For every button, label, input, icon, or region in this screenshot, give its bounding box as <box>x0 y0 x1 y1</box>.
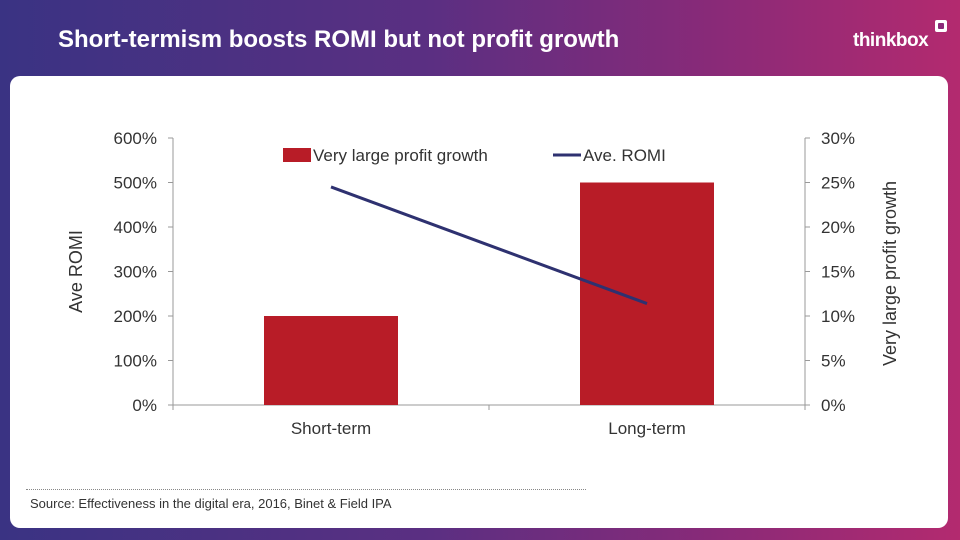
legend-label-profit: Very large profit growth <box>313 146 488 165</box>
left-axis-title: Ave ROMI <box>66 230 86 313</box>
left-tick-label: 0% <box>132 396 157 415</box>
right-tick-label: 30% <box>821 129 855 148</box>
page-title: Short-termism boosts ROMI but not profit… <box>58 26 620 53</box>
left-tick-label: 500% <box>114 174 157 193</box>
logo-square-icon <box>935 20 947 32</box>
left-tick-label: 300% <box>114 263 157 282</box>
left-tick-label: 100% <box>114 352 157 371</box>
legend-label-romi: Ave. ROMI <box>583 146 666 165</box>
right-tick-label: 10% <box>821 307 855 326</box>
left-tick-label: 600% <box>114 129 157 148</box>
bar <box>264 316 398 405</box>
chart-panel <box>10 76 948 528</box>
right-axis-title: Very large profit growth <box>880 181 900 366</box>
thinkbox-logo: thinkbox <box>853 30 929 51</box>
right-tick-label: 15% <box>821 263 855 282</box>
source-note: Source: Effectiveness in the digital era… <box>30 496 392 511</box>
left-tick-label: 400% <box>114 218 157 237</box>
source-divider <box>26 489 586 490</box>
left-tick-label: 200% <box>114 307 157 326</box>
legend-bar-swatch <box>283 148 311 162</box>
category-label: Long-term <box>608 419 685 438</box>
right-tick-label: 20% <box>821 218 855 237</box>
right-tick-label: 25% <box>821 174 855 193</box>
romi-line <box>330 185 648 305</box>
right-tick-label: 0% <box>821 396 846 415</box>
right-tick-label: 5% <box>821 352 846 371</box>
category-label: Short-term <box>291 419 371 438</box>
bar <box>580 182 714 405</box>
